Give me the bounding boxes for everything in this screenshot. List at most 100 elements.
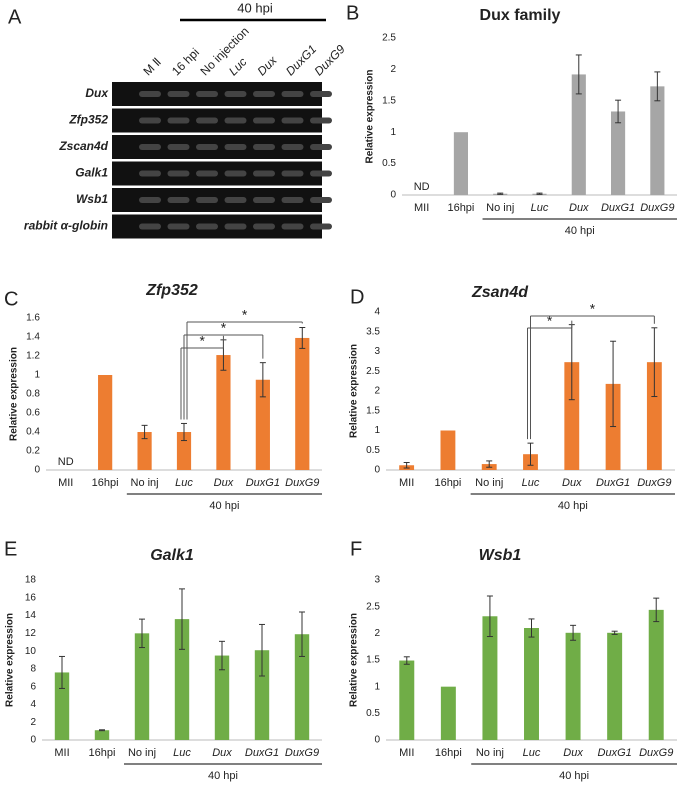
gel-band <box>224 91 247 97</box>
error-bar <box>99 729 105 732</box>
na-label: ND <box>58 456 74 468</box>
error-bar <box>259 362 266 398</box>
gel-band <box>167 197 190 203</box>
gel-band <box>196 170 218 177</box>
error-bar <box>141 424 148 440</box>
y-tick-label: 1.5 <box>366 655 380 666</box>
x-tick-label: Dux <box>214 477 234 489</box>
bar <box>524 628 539 740</box>
bar <box>571 74 586 195</box>
y-tick-label: 0 <box>374 465 380 476</box>
y-axis-label: Relative expression <box>5 613 16 707</box>
error-bar <box>219 640 225 671</box>
y-tick-label: 0.6 <box>26 408 40 419</box>
gel-band <box>253 91 275 97</box>
gel-band <box>139 117 161 124</box>
bar <box>174 619 190 740</box>
significance-bracket: * <box>530 301 655 440</box>
gel-row-label: Zfp352 <box>68 113 108 127</box>
y-tick-label: 2 <box>30 717 36 728</box>
y-tick-label: 2 <box>374 386 380 397</box>
y-tick-label: 3 <box>374 575 380 586</box>
gel-band <box>139 144 161 150</box>
bar <box>214 655 230 740</box>
y-tick-label: 0 <box>390 190 396 201</box>
bar <box>607 632 623 740</box>
lane-label: Luc <box>226 55 250 79</box>
gel-band <box>167 117 190 124</box>
significance-label: * <box>242 307 248 323</box>
error-bar <box>403 461 410 469</box>
gel-band <box>281 170 304 177</box>
bar <box>94 730 110 740</box>
gel-band <box>310 91 332 97</box>
error-bar <box>299 327 306 349</box>
gel-band <box>167 170 190 177</box>
y-tick-label: 0.5 <box>382 158 396 169</box>
gel-band <box>196 117 218 124</box>
significance-bracket: * <box>183 320 264 420</box>
x-tick-label: Dux <box>562 477 582 489</box>
error-bar <box>139 618 145 649</box>
x-tick-label: No inj <box>486 202 514 214</box>
error-bar <box>259 623 265 677</box>
x-tick-label: MII <box>414 202 429 214</box>
y-tick-label: 4 <box>30 699 36 710</box>
x-tick-label: 16hpi <box>435 747 462 759</box>
x-tick-label: 16hpi <box>89 747 116 759</box>
gel-band <box>281 197 304 203</box>
chart-title: Galk1 <box>150 547 194 564</box>
y-tick-label: 0.2 <box>26 446 40 457</box>
y-tick-label: 2.5 <box>366 601 380 612</box>
gel-band <box>253 144 275 150</box>
panel-letter: B <box>346 2 359 24</box>
y-tick-label: 1.2 <box>26 351 40 362</box>
gel-band <box>253 170 275 177</box>
x-tick-label: Luc <box>175 477 193 489</box>
bar <box>254 650 270 740</box>
x-tick-label: DuxG9 <box>637 477 671 489</box>
gel-row-label: Dux <box>85 86 109 100</box>
gel-band <box>281 117 304 124</box>
bar <box>440 686 456 740</box>
y-tick-label: 2.5 <box>366 366 380 377</box>
lane-label: 16 hpi <box>169 45 202 78</box>
y-tick-label: 6 <box>30 681 36 692</box>
error-bar <box>528 618 535 638</box>
gel-band <box>196 197 218 203</box>
x-tick-label: 16hpi <box>447 202 474 214</box>
gel-band <box>310 197 332 203</box>
x-tick-label: 16hpi <box>434 477 461 489</box>
error-bar <box>486 460 493 468</box>
bar <box>648 609 664 740</box>
bar <box>646 362 662 470</box>
error-bar <box>570 624 577 641</box>
bar <box>611 111 626 195</box>
bar <box>440 430 456 470</box>
y-tick-label: 2 <box>374 628 380 639</box>
gel-band <box>224 144 247 150</box>
y-tick-label: 4 <box>374 307 380 318</box>
gel-band <box>196 91 218 97</box>
gel-band <box>310 170 332 177</box>
group-label: 40 hpi <box>209 500 239 512</box>
bar <box>295 337 310 470</box>
gel-row-label: rabbit α-globin <box>24 219 108 233</box>
bar <box>137 432 152 470</box>
significance-label: * <box>590 301 596 317</box>
x-tick-label: Luc <box>522 477 540 489</box>
group-label: 40 hpi <box>558 500 588 512</box>
y-tick-label: 8 <box>30 664 36 675</box>
gel-band <box>224 197 247 203</box>
panel-letter: D <box>350 286 364 308</box>
y-tick-label: 1 <box>374 425 380 436</box>
x-tick-label: Dux <box>212 747 232 759</box>
error-bar <box>527 442 534 466</box>
y-axis-label: Relative expression <box>349 613 360 707</box>
gel-band <box>196 144 218 150</box>
chart-title: Wsb1 <box>479 547 522 564</box>
error-bar <box>610 340 617 428</box>
x-tick-label: DuxG9 <box>285 477 319 489</box>
bar <box>54 672 70 740</box>
